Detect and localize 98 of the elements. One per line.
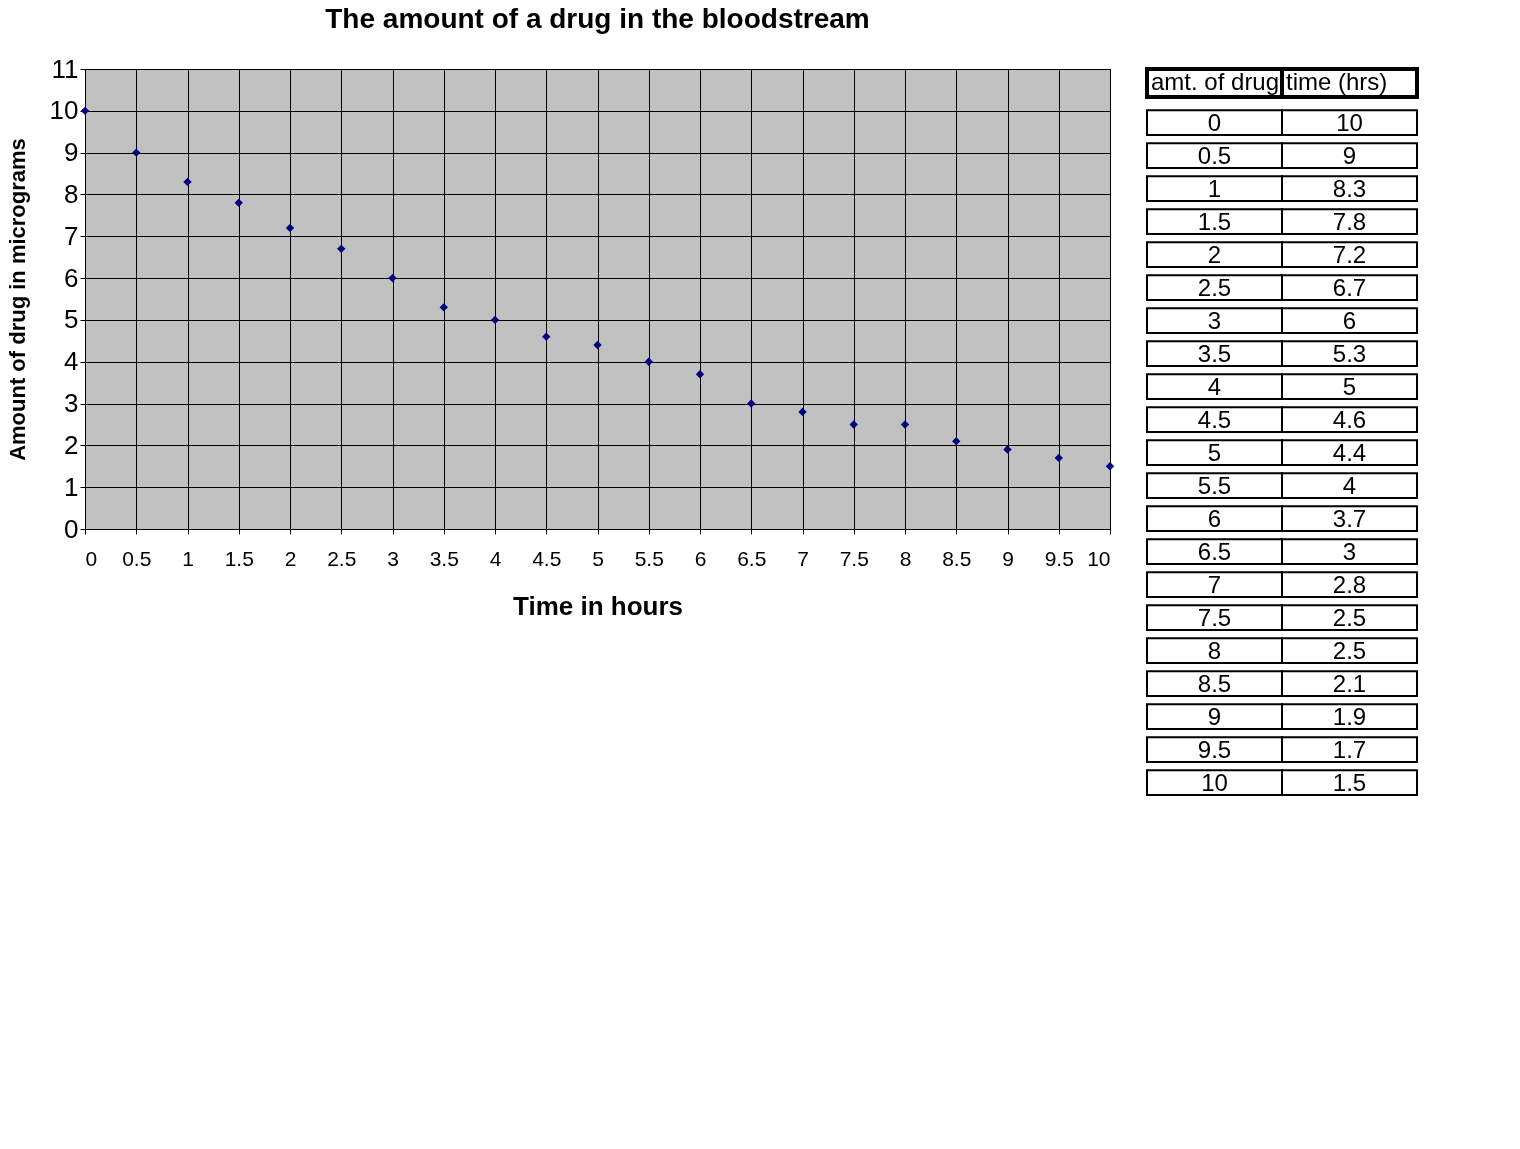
data-label: 4.6 [1332, 405, 1367, 433]
y-tick-label: 0 [64, 513, 79, 544]
data-label: 7 [1207, 570, 1222, 598]
x-tick-label: amt. of drug [1151, 68, 1280, 96]
data-label: 1 [1207, 174, 1222, 202]
data-label: 0 [1207, 108, 1222, 136]
data-label: 7.2 [1332, 240, 1367, 268]
x-tick-label: 10 [1087, 546, 1111, 570]
x-tick-label: 7.5 [839, 546, 869, 570]
point [490, 315, 500, 325]
data-label: 10 [1336, 108, 1363, 136]
point [849, 420, 858, 429]
data-label: 1.9 [1332, 702, 1367, 730]
data-label: 2.5 [1332, 636, 1367, 664]
data-label: 7.5 [1197, 603, 1232, 631]
data-label: 2.5 [1332, 603, 1367, 631]
point [593, 340, 602, 350]
x-tick-label: 1 [182, 546, 194, 570]
y-tick-label: 2 [64, 429, 79, 460]
x-tick-label: 4.5 [532, 546, 562, 570]
data-label: 3.5 [1197, 339, 1232, 367]
data-label: 6 [1342, 306, 1357, 334]
data-label: 10 [1201, 768, 1228, 796]
x-tick-label: 8.5 [942, 546, 972, 570]
point [798, 407, 807, 417]
point [285, 223, 295, 233]
x-tick-label: 2 [284, 546, 297, 570]
x-tick-label: 6.5 [737, 546, 767, 570]
data-label: 2.5 [1197, 273, 1232, 301]
data-label: 4 [1207, 372, 1222, 400]
point [234, 198, 243, 207]
y-tick-label: 10 [49, 95, 79, 126]
chart-title: The amount of a drug in the bloodstream [325, 3, 870, 34]
x-tick-label: 1.5 [224, 546, 254, 570]
data-label: 5 [1342, 372, 1357, 400]
data-label: 5 [1207, 438, 1222, 466]
y-tick-label: 6 [64, 262, 79, 293]
x-tick-label: 0.5 [122, 546, 152, 570]
y-tick-label: 3 [64, 388, 79, 419]
data-label: 8.3 [1332, 174, 1367, 202]
y-tick-label: 11 [51, 53, 79, 84]
point [337, 244, 346, 253]
point [132, 148, 141, 157]
data-label: 4 [1342, 471, 1357, 499]
data-label: 5.5 [1197, 471, 1232, 499]
y-axis-title: Amount of drug in micrograms [4, 138, 30, 461]
x-tick-label: time (hrs) [1286, 68, 1388, 96]
point [1105, 462, 1115, 471]
data-label: 4.4 [1332, 438, 1367, 466]
y-tick-label: 7 [64, 220, 79, 251]
x-tick-label: 8 [899, 546, 912, 570]
x-tick-label: 0 [85, 546, 98, 570]
point [695, 370, 705, 379]
data-label: 6.7 [1332, 273, 1367, 301]
x-tick-label: 4 [489, 546, 502, 570]
data-label: 8.5 [1197, 669, 1232, 697]
y-tick-label: 8 [64, 178, 79, 209]
x-tick-label: 2.5 [327, 546, 357, 570]
data-label: 1.7 [1332, 735, 1367, 763]
point [542, 332, 551, 341]
point [1003, 445, 1012, 454]
data-label: 1.5 [1332, 768, 1367, 796]
point [952, 437, 961, 446]
data-label: 7.8 [1332, 207, 1367, 235]
x-tick-label: 5 [592, 546, 604, 570]
data-label: 8 [1207, 636, 1222, 664]
data-label: 4.5 [1197, 405, 1232, 433]
x-tick-label: 3 [387, 546, 399, 570]
point [1054, 453, 1063, 463]
point [388, 273, 397, 283]
data-label: 1.5 [1197, 207, 1232, 235]
x-axis-title: Time in hours [513, 590, 683, 621]
data-label: 6 [1207, 504, 1222, 532]
data-label: 5.3 [1332, 339, 1367, 367]
point [183, 177, 192, 187]
data-label: 2 [1207, 240, 1222, 268]
data-label: 0.5 [1197, 141, 1232, 169]
point [644, 357, 653, 366]
x-tick-label: 3.5 [429, 546, 459, 570]
y-tick-label: 4 [64, 346, 79, 377]
point [439, 303, 448, 312]
data-label: 3.7 [1332, 504, 1367, 532]
data-label: 2.1 [1332, 669, 1367, 697]
data-label: 3 [1207, 306, 1222, 334]
x-tick-label: 9.5 [1044, 546, 1074, 570]
y-tick-label: 9 [64, 137, 79, 168]
x-tick-label: 5.5 [634, 546, 664, 570]
x-tick-label: 9 [1002, 546, 1014, 570]
data-label: 9 [1342, 141, 1357, 169]
data-label: 9.5 [1197, 735, 1232, 763]
data-label: 9 [1207, 702, 1222, 730]
x-tick-label: 7 [797, 546, 809, 570]
point [747, 399, 756, 408]
y-tick-label: 5 [64, 304, 79, 335]
data-label: 2.8 [1332, 570, 1367, 598]
x-tick-label: 6 [694, 546, 707, 570]
point [900, 420, 910, 429]
y-tick-label: 1 [64, 471, 79, 502]
